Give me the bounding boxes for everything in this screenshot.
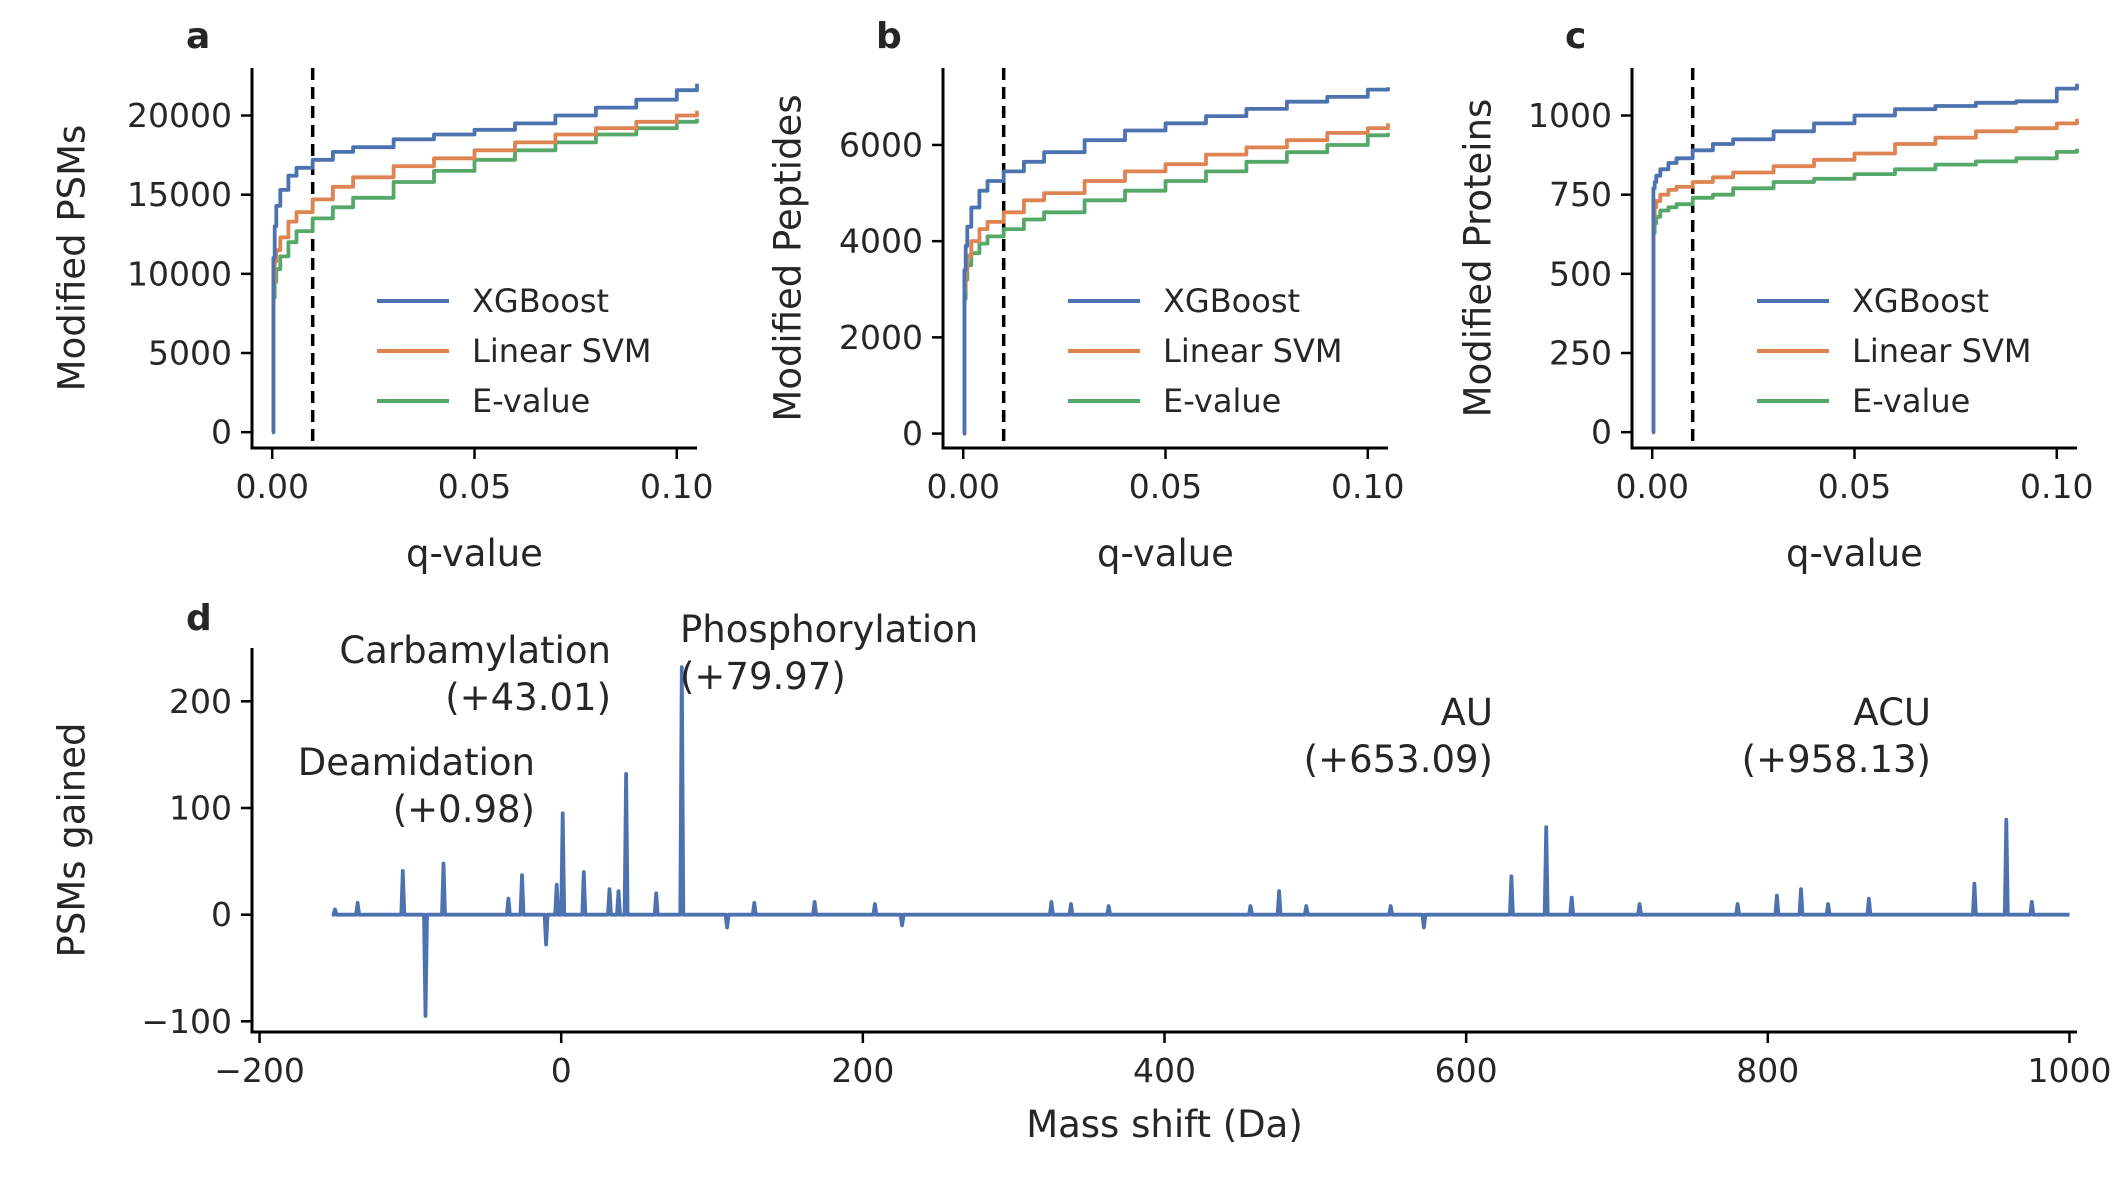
y-tick-label: 20000 xyxy=(127,96,232,135)
y-tick-label: 10000 xyxy=(127,254,232,293)
x-axis-label: q-value xyxy=(406,532,543,575)
legend-label: E-value xyxy=(1852,382,1970,420)
legend-label: XGBoost xyxy=(1852,282,1989,320)
y-tick-label: 750 xyxy=(1549,175,1612,214)
annotation-label: (+653.09) xyxy=(1304,738,1493,781)
annotation-label: (+43.01) xyxy=(445,676,611,719)
legend-label: Linear SVM xyxy=(472,332,651,370)
y-axis-label: Modified Peptides xyxy=(767,94,810,421)
x-tick-label: 0.05 xyxy=(438,467,511,506)
x-tick-label: 0.05 xyxy=(1818,467,1891,506)
y-tick-label: 15000 xyxy=(127,175,232,214)
y-tick-label: 1000 xyxy=(1528,96,1612,135)
y-tick-label: 4000 xyxy=(839,222,923,261)
annotation-label: Carbamylation xyxy=(339,629,611,672)
x-axis-label: q-value xyxy=(1097,532,1234,575)
panel-letter: c xyxy=(1565,16,1586,57)
panel-c: c 0.00 0.05 0.10 0 250 500 750 1000 q-value Modifi… xyxy=(1457,16,2094,575)
annotation-label: AU xyxy=(1441,691,1493,734)
x-axis-label: Mass shift (Da) xyxy=(1026,1103,1303,1146)
panel-letter: d xyxy=(186,598,212,639)
x-tick-label: 400 xyxy=(1133,1051,1196,1090)
x-tick-label: 0 xyxy=(551,1051,572,1090)
legend-label: Linear SVM xyxy=(1852,332,2031,370)
y-tick-label: 0 xyxy=(1591,413,1612,452)
series-line-0 xyxy=(271,83,699,435)
x-tick-label: 0.10 xyxy=(1331,467,1404,506)
x-tick-label: 0.00 xyxy=(235,467,308,506)
x-axis-label: q-value xyxy=(1786,532,1923,575)
y-tick-label: −100 xyxy=(141,1002,232,1041)
annotation-label: Phosphorylation xyxy=(680,608,978,651)
x-tick-label: −200 xyxy=(214,1051,305,1090)
legend-label: E-value xyxy=(1163,382,1281,420)
legend-label: Linear SVM xyxy=(1163,332,1342,370)
y-tick-label: 6000 xyxy=(839,125,923,164)
annotation-label: (+958.13) xyxy=(1742,738,1931,781)
x-tick-label: 600 xyxy=(1435,1051,1498,1090)
series-line-1 xyxy=(1651,118,2079,435)
panel-letter: a xyxy=(186,16,210,57)
legend-label: XGBoost xyxy=(472,282,609,320)
x-tick-label: 200 xyxy=(831,1051,894,1090)
series-line-0 xyxy=(1651,83,2079,435)
legend-label: E-value xyxy=(472,382,590,420)
series-line-0 xyxy=(962,87,1390,436)
y-tick-label: 0 xyxy=(211,413,232,452)
y-tick-label: 500 xyxy=(1549,254,1612,293)
legend-label: XGBoost xyxy=(1163,282,1300,320)
panel-letter: b xyxy=(876,16,902,57)
panel-d: d −200 0 200 400 600 800 1000 −100 0 100 200 Mass sh… xyxy=(51,598,2112,1146)
panel-b: b 0.00 0.05 0.10 0 2000 4000 6000 q-value Modifie… xyxy=(767,16,1405,575)
x-tick-label: 0.05 xyxy=(1129,467,1202,506)
annotation-label: ACU xyxy=(1853,691,1931,734)
x-tick-label: 0.10 xyxy=(640,467,713,506)
y-axis-label: Modified Proteins xyxy=(1457,99,1500,418)
x-tick-label: 0.00 xyxy=(926,467,999,506)
annotation-label: (+0.98) xyxy=(393,788,535,831)
y-tick-label: 0 xyxy=(211,895,232,934)
x-tick-label: 0.10 xyxy=(2020,467,2093,506)
x-tick-label: 800 xyxy=(1736,1051,1799,1090)
panel-a: a 0.00 0.05 0.10 0 5000 10000 15000 20000 q-value… xyxy=(51,16,714,575)
mass-shift-line xyxy=(331,665,2070,1018)
x-tick-label: 0.00 xyxy=(1615,467,1688,506)
annotation-label: Deamidation xyxy=(298,741,535,784)
y-tick-label: 200 xyxy=(169,682,232,721)
annotation-label: (+79.97) xyxy=(680,655,846,698)
y-tick-label: 2000 xyxy=(839,318,923,357)
x-tick-label: 1000 xyxy=(2027,1051,2111,1090)
y-axis-label: Modified PSMs xyxy=(51,125,94,392)
y-tick-label: 250 xyxy=(1549,334,1612,373)
y-tick-label: 0 xyxy=(902,414,923,453)
y-tick-label: 5000 xyxy=(148,334,232,373)
y-axis-label: PSMs gained xyxy=(51,723,94,958)
y-tick-label: 100 xyxy=(169,789,232,828)
